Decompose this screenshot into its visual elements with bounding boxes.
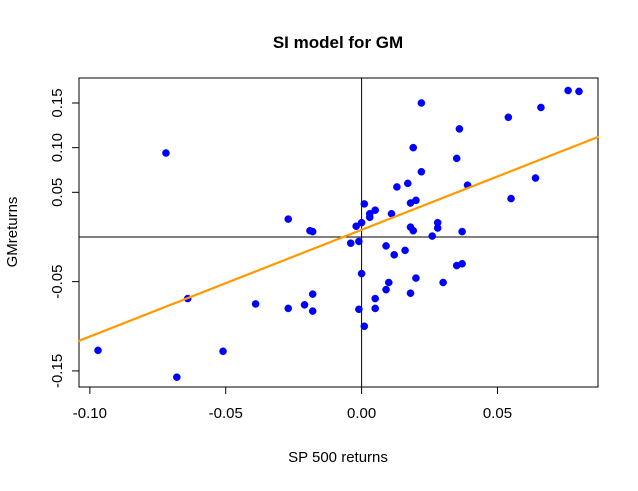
data-point (355, 237, 363, 246)
data-point (433, 218, 442, 227)
regression-line (77, 135, 600, 342)
data-point (382, 242, 390, 250)
data-point (360, 322, 369, 331)
data-point (390, 251, 399, 259)
data-point (428, 232, 437, 240)
data-point (537, 103, 545, 112)
data-point (251, 300, 260, 308)
x-axis-tick-label: -0.10 (73, 405, 107, 422)
x-axis-title: SP 500 returns (288, 449, 388, 466)
data-point (417, 99, 426, 107)
data-point (94, 346, 102, 355)
data-point (507, 194, 515, 203)
data-point (355, 305, 363, 314)
data-point (308, 290, 317, 298)
data-point (371, 206, 379, 214)
data-point (308, 307, 317, 315)
data-point (284, 304, 293, 313)
data-point (173, 373, 181, 381)
data-point (409, 226, 418, 235)
data-point (357, 218, 366, 227)
data-point (384, 278, 393, 287)
data-point (412, 274, 420, 282)
data-point (564, 86, 572, 95)
data-point (458, 227, 466, 236)
data-point (357, 269, 366, 278)
data-point (382, 285, 390, 294)
x-axis-tick-label: 0.00 (347, 405, 376, 422)
y-axis-tick-label: 0.10 (49, 133, 66, 162)
y-axis-tick-label: 0.05 (49, 178, 66, 207)
data-point (219, 347, 227, 356)
data-point (452, 154, 461, 163)
data-point (300, 301, 309, 309)
data-point (360, 200, 369, 208)
data-point (371, 294, 379, 303)
data-point (455, 125, 464, 133)
data-point (412, 196, 420, 205)
data-point (406, 289, 415, 298)
data-point (439, 278, 447, 287)
y-axis-tick-label: -0.05 (49, 265, 66, 299)
y-axis-tick-label: -0.15 (49, 354, 66, 388)
y-axis-title: GMreturns (4, 197, 21, 268)
data-point (458, 259, 466, 268)
data-point (575, 87, 583, 96)
data-point (531, 174, 540, 182)
data-point (401, 246, 409, 255)
data-point (403, 179, 412, 188)
data-point (346, 239, 355, 248)
data-point (162, 149, 170, 157)
data-point (352, 222, 360, 231)
data-point (417, 167, 426, 176)
data-point (409, 143, 418, 152)
data-point (504, 113, 513, 122)
x-axis-tick-label: -0.05 (209, 405, 243, 422)
x-axis-tick-label: 0.05 (483, 405, 512, 422)
y-axis-tick-label: 0.15 (49, 88, 66, 117)
plot-layer: -0.10 -0.05 0.00 0.05 -0.15 -0.05 0.05 0.10 0.15 (49, 77, 600, 422)
data-point (284, 215, 293, 223)
data-point (308, 227, 317, 236)
data-point (371, 304, 379, 313)
data-point (393, 183, 401, 191)
chart-title: SI model for GM (273, 33, 403, 52)
data-point (365, 209, 374, 218)
